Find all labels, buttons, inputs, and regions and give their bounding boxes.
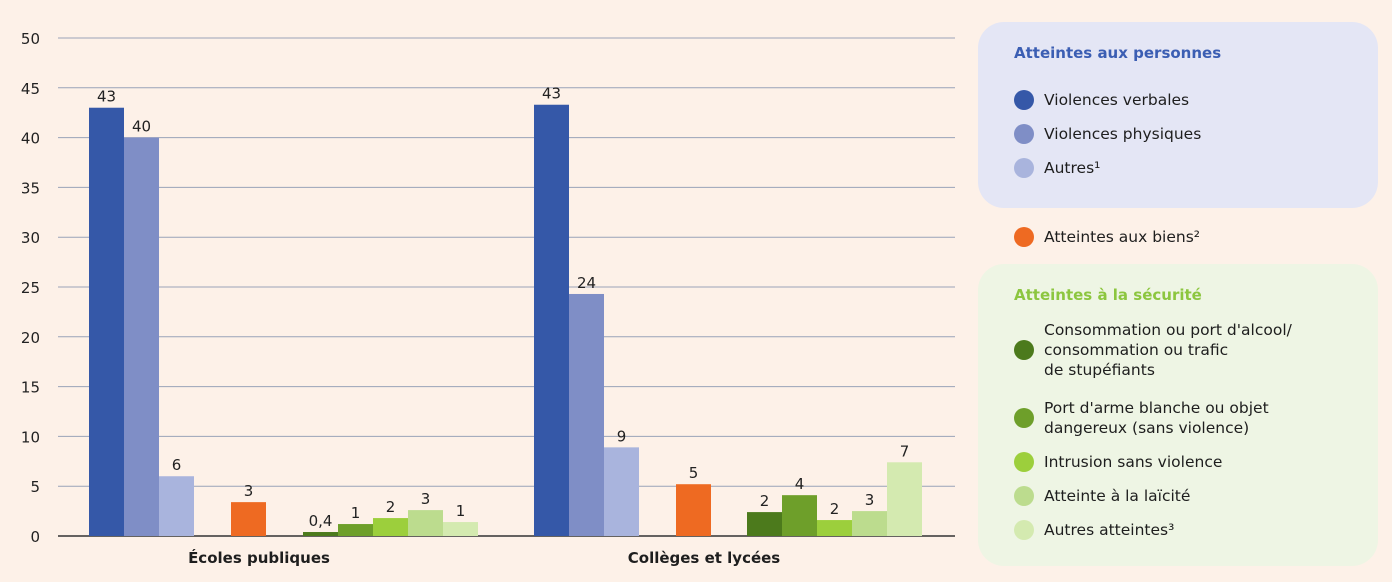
- legend-label: Atteinte à la laïcité: [1044, 487, 1191, 505]
- legend-item: Violences physiques: [1014, 124, 1201, 144]
- bar: [443, 522, 478, 536]
- y-tick-label: 15: [21, 379, 40, 397]
- x-category-label: Collèges et lycées: [628, 549, 781, 567]
- legend-swatch: [1014, 158, 1034, 178]
- legend-item: Autres¹: [1014, 158, 1100, 178]
- legend-swatch: [1014, 486, 1034, 506]
- bar: [408, 510, 443, 536]
- legend-box-personnes: [978, 22, 1378, 208]
- bar-value-label: 7: [900, 442, 910, 460]
- y-tick-label: 30: [21, 229, 40, 247]
- bar-value-label: 4: [795, 475, 805, 493]
- bar-value-label: 5: [689, 464, 699, 482]
- legend-item: Port d'arme blanche ou objet dangereux (…: [1014, 398, 1269, 438]
- bar: [887, 462, 922, 536]
- bar: [852, 511, 887, 536]
- legend-box-securite: [978, 264, 1378, 566]
- bar: [534, 104, 569, 537]
- legend-item: Violences verbales: [1014, 90, 1189, 110]
- legend-item: Atteinte à la laïcité: [1014, 486, 1190, 506]
- bar-value-label: 3: [421, 490, 431, 508]
- bar-value-label: 1: [456, 502, 466, 520]
- legend-label: Intrusion sans violence: [1044, 453, 1223, 471]
- y-tick-label: 0: [30, 528, 40, 546]
- bar-value-label: 1: [351, 504, 361, 522]
- x-category-label: Écoles publiques: [188, 548, 330, 567]
- legend-label: Autres¹: [1044, 159, 1101, 177]
- bar-value-label: 2: [386, 498, 396, 516]
- bar-value-label: 0,4: [309, 512, 333, 530]
- legend-item: Autres atteintes³: [1014, 520, 1174, 540]
- legend-item: Consommation ou port d'alcool/ consommat…: [1014, 320, 1292, 380]
- legend-label: Consommation ou port d'alcool/ consommat…: [1044, 321, 1292, 379]
- legend-swatch: [1014, 452, 1034, 472]
- bar: [303, 532, 338, 536]
- legend-item: Intrusion sans violence: [1014, 452, 1222, 472]
- bar: [604, 447, 639, 536]
- legend-label: Violences verbales: [1044, 91, 1190, 109]
- bar-value-label: 24: [577, 274, 596, 292]
- y-tick-label: 20: [21, 329, 40, 347]
- legend-swatch: [1014, 90, 1034, 110]
- y-tick-label: 35: [21, 179, 40, 197]
- legend-swatch: [1014, 520, 1034, 540]
- bar-value-label: 2: [830, 500, 840, 518]
- legend-label: Violences physiques: [1044, 125, 1202, 143]
- legend-heading-personnes: Atteintes aux personnes: [1014, 44, 1222, 62]
- bar: [159, 476, 194, 536]
- y-tick-label: 40: [21, 130, 40, 148]
- legend-item-biens: Atteintes aux biens²: [1014, 227, 1200, 247]
- y-tick-label: 45: [21, 80, 40, 98]
- legend-swatch: [1014, 340, 1034, 360]
- bar: [747, 512, 782, 536]
- legend-label: Port d'arme blanche ou objet dangereux (…: [1044, 399, 1269, 437]
- bar-value-label: 3: [865, 491, 875, 509]
- bar-value-label: 40: [132, 118, 151, 136]
- legend-swatch: [1014, 408, 1034, 428]
- bar: [817, 520, 852, 536]
- legend-swatch: [1014, 227, 1034, 247]
- bar-value-label: 3: [244, 482, 254, 500]
- bar: [782, 495, 817, 536]
- bar: [89, 107, 124, 536]
- bar: [373, 518, 408, 536]
- legend-swatch: [1014, 124, 1034, 144]
- y-tick-label: 10: [21, 428, 40, 446]
- bar-value-label: 2: [760, 492, 770, 510]
- y-tick-label: 25: [21, 279, 40, 297]
- bar-value-label: 43: [97, 88, 116, 106]
- legend-label: Autres atteintes³: [1044, 521, 1175, 539]
- bar: [231, 502, 266, 536]
- legend-label: Atteintes aux biens²: [1044, 228, 1200, 246]
- legend-heading-securite: Atteintes à la sécurité: [1014, 286, 1202, 304]
- y-tick-label: 50: [21, 30, 40, 48]
- bar: [124, 137, 159, 536]
- bar-value-label: 9: [617, 427, 627, 445]
- bar: [338, 524, 373, 536]
- bar: [569, 293, 604, 536]
- bar-value-label: 43: [542, 85, 561, 103]
- y-tick-label: 5: [30, 478, 40, 496]
- bar: [676, 484, 711, 536]
- bar-value-label: 6: [172, 456, 182, 474]
